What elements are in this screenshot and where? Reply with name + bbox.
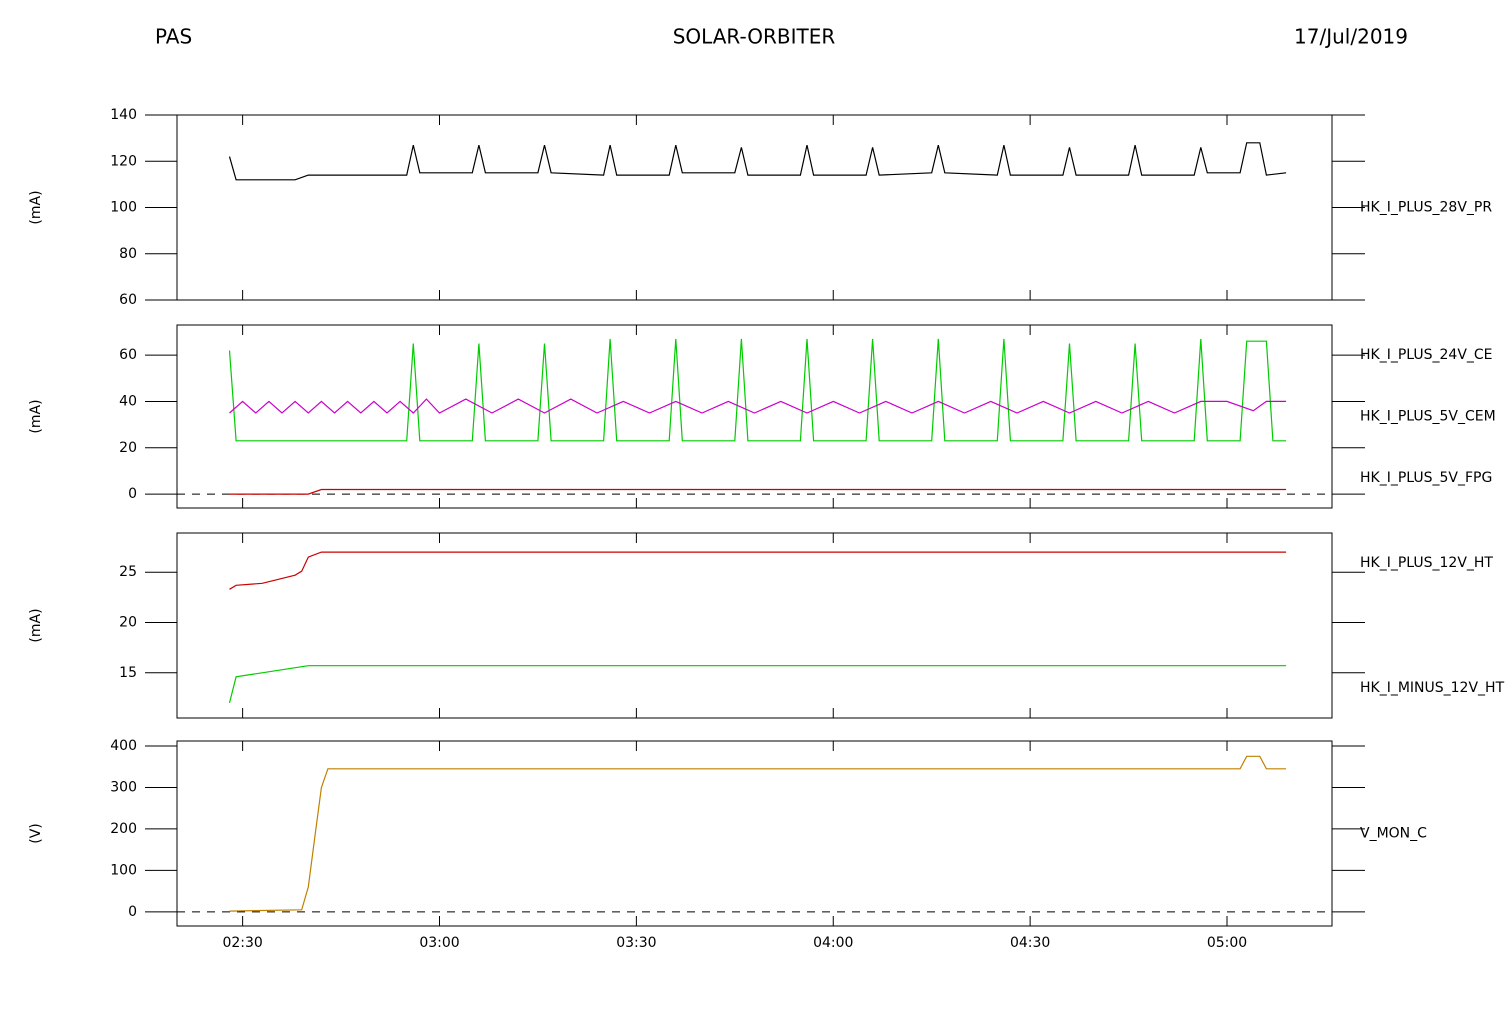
y-tick-label: 200 bbox=[110, 821, 137, 837]
y-tick-label: 120 bbox=[110, 153, 137, 169]
legend-label: HK_I_MINUS_12V_HT bbox=[1360, 680, 1505, 696]
series-line bbox=[228, 665, 1287, 704]
x-tick-label: 02:30 bbox=[222, 935, 262, 951]
header-left: PAS bbox=[155, 25, 192, 49]
x-tick-label: 04:30 bbox=[1010, 935, 1050, 951]
y-tick-label: 80 bbox=[119, 246, 137, 262]
y-axis-label: (mA) bbox=[28, 608, 44, 642]
y-tick-label: 25 bbox=[119, 564, 137, 580]
y-axis-label: (mA) bbox=[28, 399, 44, 433]
x-tick-label: 03:00 bbox=[419, 935, 459, 951]
series-line bbox=[229, 755, 1287, 912]
series-line bbox=[229, 551, 1287, 590]
y-axis-label: (mA) bbox=[28, 190, 44, 224]
legend-label: HK_I_PLUS_12V_HT bbox=[1360, 555, 1493, 571]
y-tick-label: 60 bbox=[119, 292, 137, 308]
y-axis-label: (V) bbox=[28, 823, 44, 844]
y-tick-label: 60 bbox=[119, 347, 137, 363]
legend-label: HK_I_PLUS_5V_CEM bbox=[1360, 409, 1496, 425]
y-tick-label: 100 bbox=[110, 200, 137, 216]
y-tick-label: 400 bbox=[110, 738, 137, 754]
legend-label: HK_I_PLUS_28V_PR bbox=[1360, 200, 1492, 216]
y-tick-label: 100 bbox=[110, 862, 137, 878]
series-line bbox=[229, 398, 1287, 414]
y-tick-label: 0 bbox=[128, 904, 137, 920]
series-line bbox=[229, 488, 1287, 495]
x-tick-label: 04:00 bbox=[813, 935, 853, 951]
x-tick-label: 05:00 bbox=[1207, 935, 1247, 951]
legend-label: HK_I_PLUS_5V_FPG bbox=[1360, 470, 1492, 486]
legend-label: V_MON_C bbox=[1360, 826, 1427, 842]
y-tick-label: 0 bbox=[128, 486, 137, 502]
plot-frame bbox=[176, 532, 1333, 719]
plot-frame bbox=[176, 740, 1333, 927]
y-tick-label: 40 bbox=[119, 393, 137, 409]
y-tick-label: 15 bbox=[119, 665, 137, 681]
y-tick-label: 20 bbox=[119, 614, 137, 630]
y-tick-label: 300 bbox=[110, 779, 137, 795]
plot-frame bbox=[176, 114, 1333, 301]
x-tick-label: 03:30 bbox=[616, 935, 656, 951]
series-line bbox=[228, 338, 1287, 442]
chart-title: SOLAR-ORBITER bbox=[673, 25, 836, 49]
plot-frame bbox=[176, 324, 1333, 509]
header-date: 17/Jul/2019 bbox=[1294, 25, 1408, 49]
legend-label: HK_I_PLUS_24V_CE bbox=[1360, 347, 1493, 363]
series-line bbox=[228, 142, 1287, 181]
y-tick-label: 20 bbox=[119, 440, 137, 456]
y-tick-label: 140 bbox=[110, 107, 137, 123]
